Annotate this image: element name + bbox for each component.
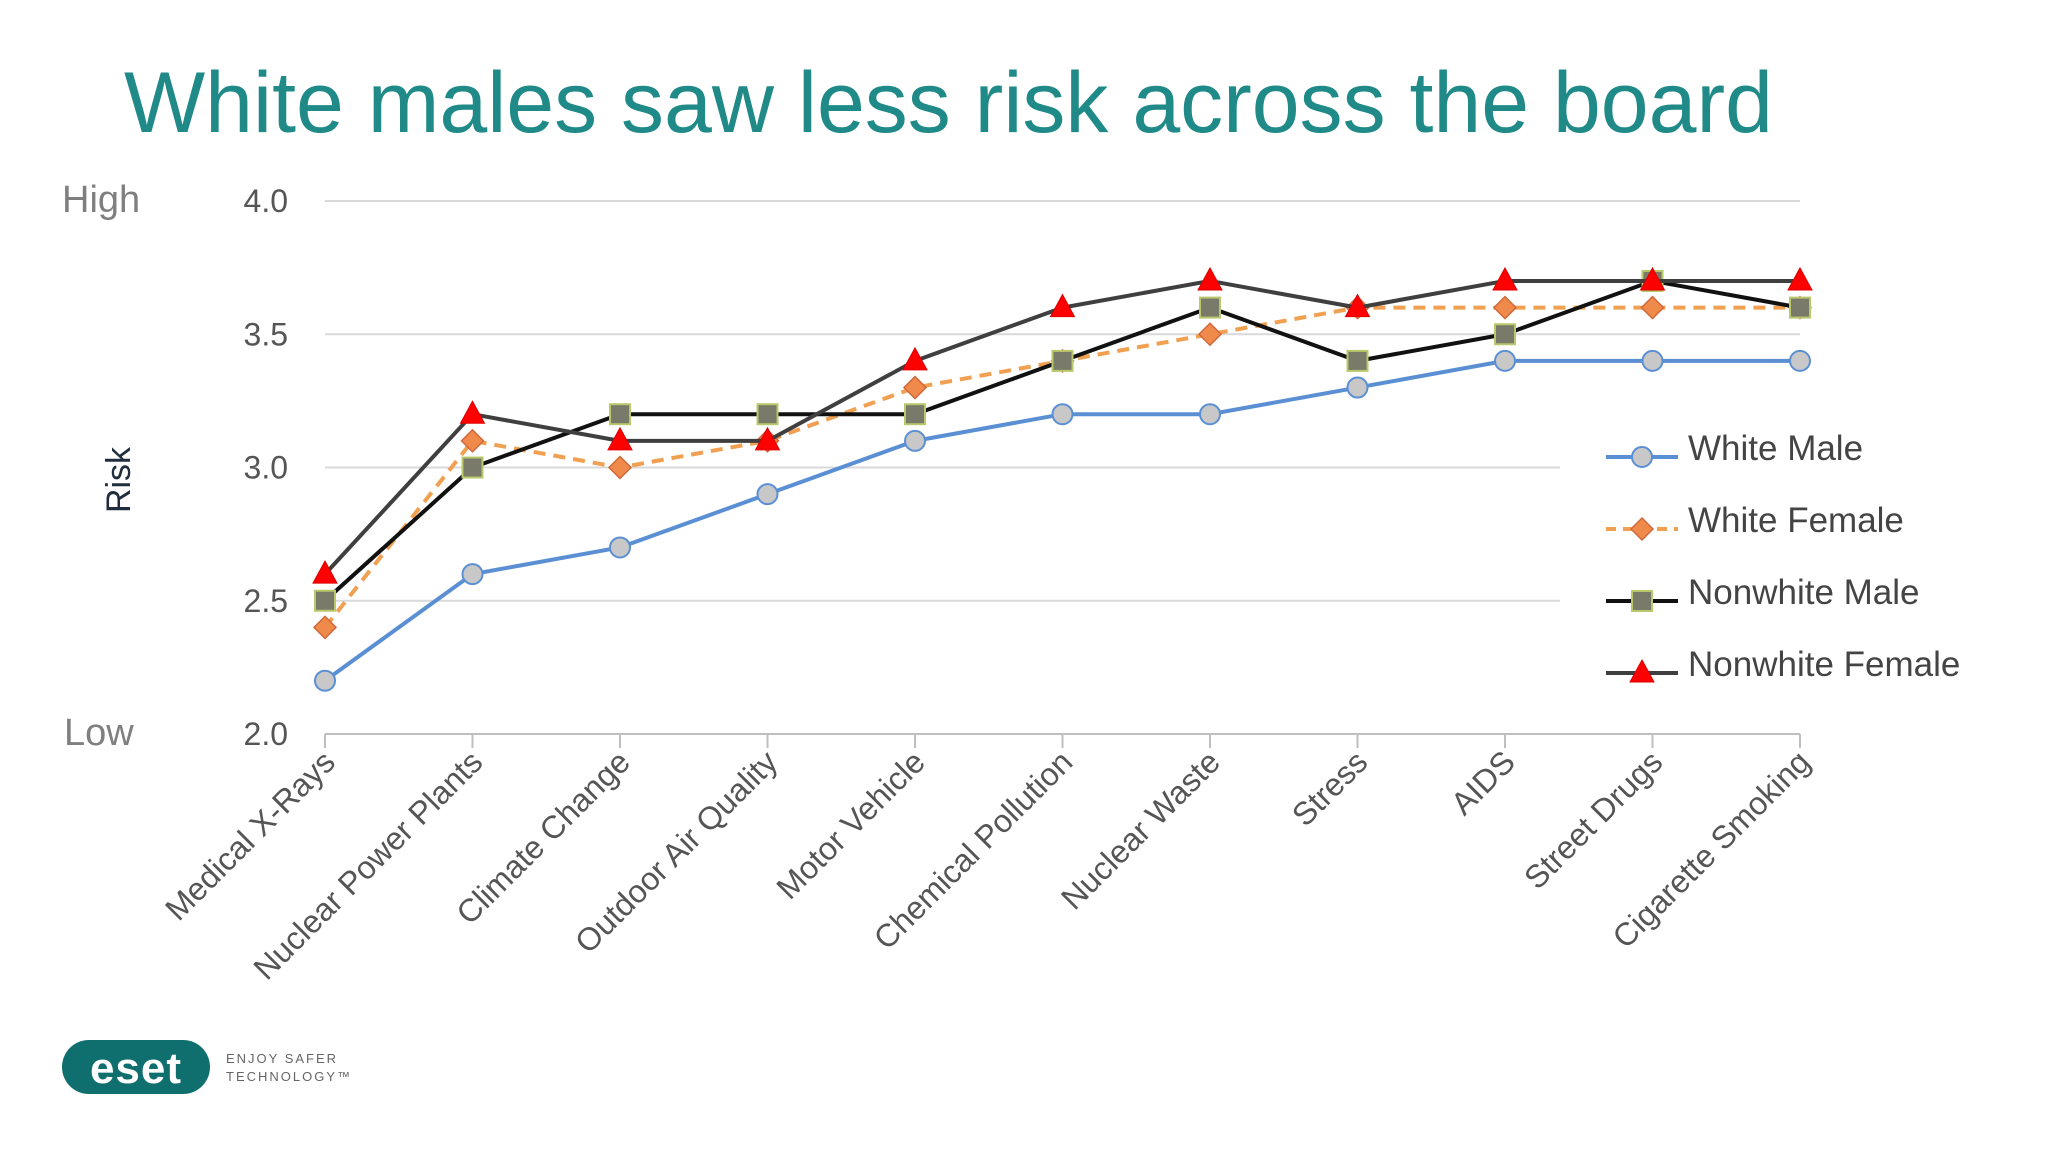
- legend-swatch-marker: [1631, 590, 1653, 612]
- point-nonwhite-female-outdoor-air-quality: [754, 426, 781, 451]
- y-tick-2-0: 2.0: [244, 716, 288, 752]
- point-white-male-climate-change: [609, 536, 631, 559]
- point-white-female-street-drugs: [1640, 295, 1665, 320]
- point-white-male-outdoor-air-quality: [756, 483, 779, 506]
- y-tick-4-0: 4.0: [244, 183, 288, 219]
- x-label-nuclear-waste: Nuclear Waste: [1054, 743, 1227, 916]
- point-nonwhite-male-cigarette-smoking: [1789, 296, 1811, 319]
- legend-item-white-male: White Male: [1606, 429, 1863, 468]
- x-label-aids: AIDS: [1444, 743, 1522, 821]
- point-white-male-cigarette-smoking: [1789, 349, 1811, 372]
- series-lines: [312, 266, 1813, 692]
- point-white-female-medical-x-rays: [312, 615, 338, 640]
- y-axis-ticks: 2.0 2.5 3.0 3.5 4.0: [244, 183, 288, 752]
- point-white-male-medical-x-rays: [314, 669, 336, 692]
- point-nonwhite-female-stress: [1344, 293, 1371, 318]
- logo-tagline-2: TECHNOLOGY™: [226, 1069, 352, 1084]
- x-label-motor-vehicle: Motor Vehicle: [769, 743, 932, 906]
- point-nonwhite-female-nuclear-waste: [1197, 266, 1223, 291]
- x-label-stress: Stress: [1285, 743, 1375, 833]
- point-nonwhite-male-nuclear-power-plants: [461, 456, 484, 479]
- y-tick-2-5: 2.5: [244, 583, 288, 619]
- point-white-male-street-drugs: [1641, 349, 1664, 372]
- point-white-male-aids: [1494, 349, 1516, 372]
- legend-swatch-marker: [1629, 516, 1655, 542]
- y-low-label: Low: [64, 712, 134, 754]
- gridlines: [325, 200, 1800, 602]
- point-nonwhite-female-cigarette-smoking: [1787, 266, 1813, 291]
- logo-badge: [62, 1040, 210, 1094]
- y-tick-3-5: 3.5: [244, 316, 288, 352]
- legend-item-nonwhite-male: Nonwhite Male: [1606, 573, 1920, 612]
- legend-label-white-female: White Female: [1688, 501, 1904, 540]
- point-white-female-nuclear-power-plants: [460, 428, 485, 453]
- legend-item-white-female: White Female: [1606, 501, 1904, 542]
- x-label-street-drugs: Street Drugs: [1517, 743, 1669, 895]
- point-nonwhite-female-motor-vehicle: [902, 346, 928, 371]
- eset-logo: eset ENJOY SAFER TECHNOLOGY™: [62, 1040, 352, 1094]
- x-axis: [324, 733, 1801, 748]
- point-white-female-climate-change: [607, 455, 633, 480]
- y-tick-3-0: 3.0: [244, 450, 288, 486]
- point-nonwhite-female-medical-x-rays: [312, 560, 338, 584]
- y-axis-title: Risk: [100, 446, 138, 513]
- legend-swatch-marker: [1629, 658, 1655, 683]
- series-white-male: [314, 349, 1811, 692]
- risk-line-chart: 2.0 2.5 3.0 3.5 4.0 High Low Risk Medical X-…: [62, 179, 2030, 987]
- point-white-female-aids: [1492, 295, 1518, 320]
- point-nonwhite-male-climate-change: [609, 403, 631, 426]
- legend-label-nonwhite-male: Nonwhite Male: [1688, 573, 1920, 612]
- point-nonwhite-male-stress: [1346, 349, 1369, 372]
- series-nonwhite-female: [312, 266, 1813, 584]
- point-nonwhite-male-chemical-pollution: [1051, 349, 1074, 372]
- point-white-male-nuclear-waste: [1199, 403, 1221, 426]
- point-white-male-motor-vehicle: [904, 429, 926, 452]
- point-white-male-nuclear-power-plants: [461, 563, 484, 586]
- point-nonwhite-male-aids: [1494, 323, 1516, 346]
- point-nonwhite-male-medical-x-rays: [314, 589, 336, 612]
- logo-tagline-1: ENJOY SAFER: [226, 1051, 338, 1066]
- y-high-label: High: [62, 179, 140, 221]
- point-nonwhite-female-street-drugs: [1639, 266, 1666, 291]
- legend: White Male White Female Nonwhite Male Nonwh…: [1560, 415, 2030, 700]
- legend-item-nonwhite-female: Nonwhite Female: [1606, 645, 1960, 684]
- legend-label-nonwhite-female: Nonwhite Female: [1688, 645, 1960, 684]
- legend-label-white-male: White Male: [1688, 429, 1863, 468]
- legend-swatch-marker: [1631, 446, 1653, 468]
- point-nonwhite-female-nuclear-power-plants: [459, 400, 486, 424]
- logo-wordmark: eset: [90, 1044, 182, 1093]
- point-nonwhite-female-aids: [1492, 266, 1518, 291]
- point-nonwhite-female-climate-change: [607, 426, 633, 451]
- slide-title: White males saw less risk across the boa…: [124, 55, 1773, 151]
- point-nonwhite-male-outdoor-air-quality: [756, 403, 779, 426]
- point-white-male-stress: [1346, 376, 1369, 399]
- point-nonwhite-female-chemical-pollution: [1049, 293, 1076, 318]
- point-nonwhite-male-nuclear-waste: [1199, 296, 1221, 319]
- point-white-male-chemical-pollution: [1051, 403, 1074, 426]
- point-white-female-nuclear-waste: [1197, 322, 1223, 347]
- point-white-female-motor-vehicle: [902, 375, 928, 400]
- point-nonwhite-male-motor-vehicle: [904, 403, 926, 426]
